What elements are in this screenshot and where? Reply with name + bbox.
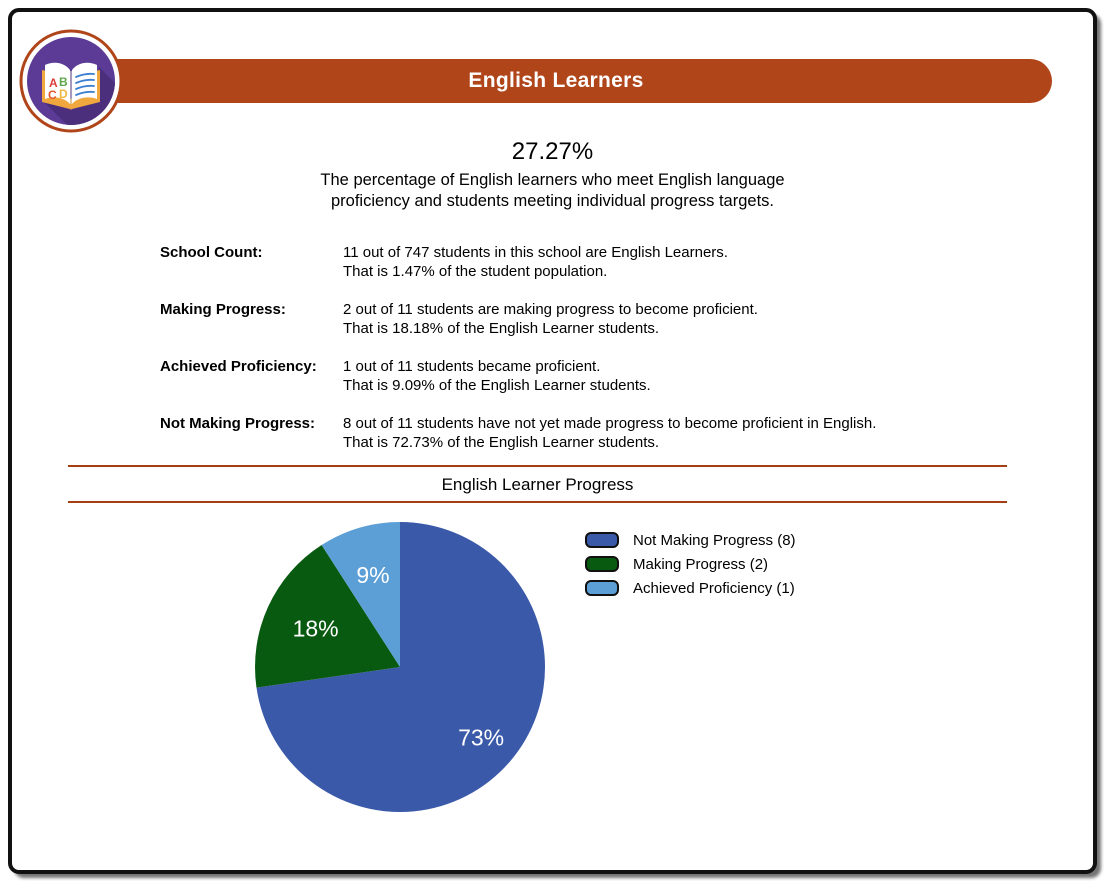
stat-line-1: 8 out of 11 students have not yet made p… — [343, 415, 877, 432]
stat-line-2: That is 1.47% of the student population. — [343, 263, 608, 280]
stat-label: Achieved Proficiency: — [160, 358, 317, 375]
pie-label-making-progress: 18% — [293, 615, 339, 641]
pie-slice-not-making-progress — [256, 522, 546, 812]
letter-a: A — [49, 76, 58, 90]
pie-slice-achieved-proficiency — [321, 522, 400, 667]
letter-c: C — [48, 88, 57, 102]
legend-swatch — [585, 580, 619, 596]
pie-chart: 73% 18% 9% — [255, 522, 546, 812]
legend-label: Achieved Proficiency (1) — [633, 579, 795, 597]
stat-line-2: That is 9.09% of the English Learner stu… — [343, 377, 651, 394]
stat-label: Not Making Progress: — [160, 415, 316, 432]
legend-item-making-progress-2-: Making Progress (2) — [585, 552, 796, 576]
stats-list: School Count: 11 out of 747 students in … — [160, 243, 876, 471]
stat-text: 2 out of 11 students are making progress… — [343, 300, 758, 338]
stat-row-school-count: School Count: 11 out of 747 students in … — [160, 243, 876, 281]
legend-label: Not Making Progress (8) — [633, 531, 796, 549]
pie-slice-making-progress — [255, 545, 400, 688]
legend-item-not-making-progress-8-: Not Making Progress (8) — [585, 528, 796, 552]
book-text-lines — [75, 72, 95, 96]
stat-label: School Count: — [160, 244, 263, 261]
letter-b: B — [59, 75, 68, 89]
section-title: English Learner Progress — [441, 475, 634, 494]
legend-swatch — [585, 532, 619, 548]
book-page-left — [45, 62, 70, 104]
pie-label-achieved-proficiency: 9% — [356, 562, 389, 588]
report-page: English Learners — [8, 8, 1097, 874]
stat-line-2: That is 72.73% of the English Learner st… — [343, 434, 660, 451]
stat-row-making-progress: Making Progress: 2 out of 11 students ar… — [160, 300, 876, 338]
stat-line-1: 11 out of 747 students in this school ar… — [343, 244, 728, 261]
legend-swatch — [585, 556, 619, 572]
header-banner: English Learners — [60, 59, 1052, 103]
legend-item-achieved-proficiency-1-: Achieved Proficiency (1) — [585, 576, 796, 600]
legend-label: Making Progress (2) — [633, 555, 769, 573]
stat-row-achieved-proficiency: Achieved Proficiency: 1 out of 11 studen… — [160, 357, 876, 395]
letter-d: D — [59, 87, 68, 101]
stat-line-2: That is 18.18% of the English Learner st… — [343, 320, 660, 337]
page-title: English Learners — [468, 69, 644, 92]
stat-label: Making Progress: — [160, 301, 286, 318]
summary-percentage: 27.27% — [511, 138, 594, 165]
stat-text: 1 out of 11 students became proficient. … — [343, 357, 651, 395]
book-letters-row2: C D — [48, 87, 68, 102]
stat-line-1: 2 out of 11 students are making progress… — [343, 301, 758, 318]
section-divider-top — [68, 465, 1007, 467]
stat-text: 11 out of 747 students in this school ar… — [343, 243, 728, 281]
stat-row-not-making-progress: Not Making Progress: 8 out of 11 student… — [160, 414, 876, 452]
section-divider-bottom — [68, 501, 1007, 503]
pie-label-not-making-progress: 73% — [458, 724, 504, 750]
stat-line-1: 1 out of 11 students became proficient. — [343, 358, 601, 375]
summary-description-line-1: The percentage of English learners who m… — [320, 171, 785, 189]
chart-legend: Not Making Progress (8) Making Progress (… — [585, 528, 796, 600]
open-book-abcd-icon: A B C D — [19, 29, 123, 133]
stat-text: 8 out of 11 students have not yet made p… — [343, 414, 876, 452]
summary-description-line-2: proficiency and students meeting individ… — [331, 192, 774, 210]
book-letters-row1: A B — [49, 75, 68, 90]
